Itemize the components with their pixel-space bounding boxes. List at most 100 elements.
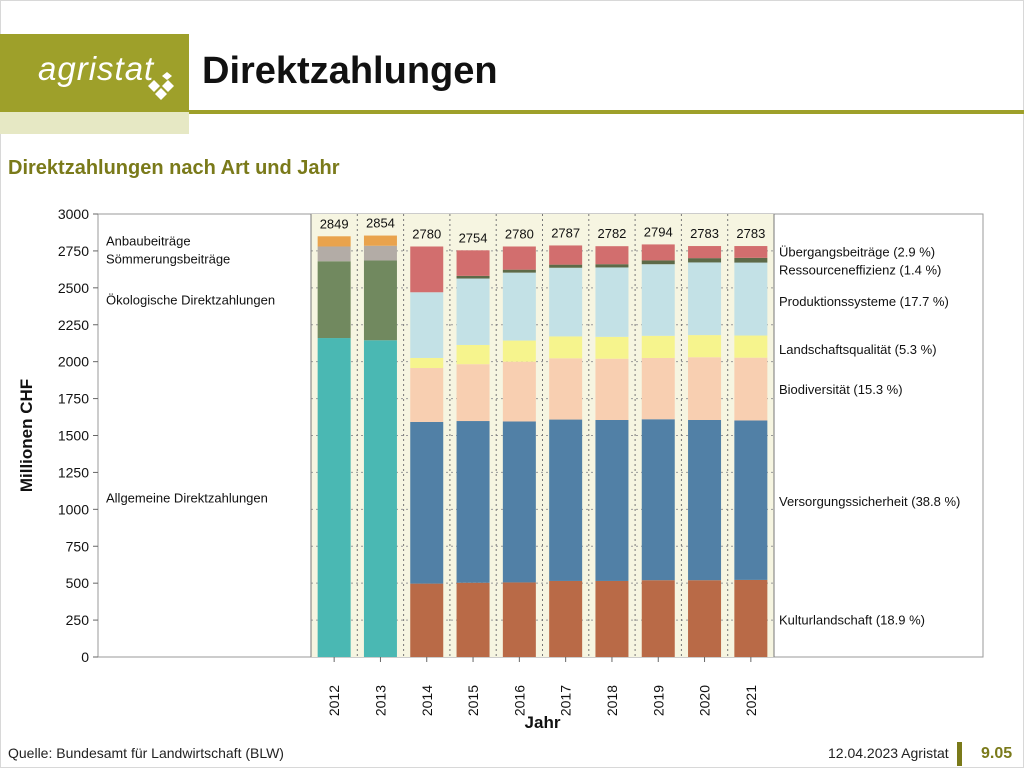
bar-segment — [363, 245, 397, 261]
bar-segment — [363, 235, 397, 246]
x-tick-label: 2017 — [558, 685, 574, 716]
bar-segment — [456, 275, 490, 279]
total-label: 2782 — [597, 226, 626, 241]
bar-segment — [502, 269, 536, 273]
diamond-pattern-icon — [148, 72, 174, 100]
bar-segment — [456, 364, 490, 422]
left-series-label: Allgemeine Direktzahlungen — [106, 491, 268, 506]
bar-segment — [456, 278, 490, 345]
bar-segment — [688, 335, 722, 358]
footer-date: 12.04.2023 Agristat — [828, 745, 949, 761]
bar-segment — [363, 340, 397, 657]
bar-segment — [549, 336, 583, 359]
right-series-label: Übergangsbeiträge (2.9 %) — [779, 245, 935, 260]
right-series-label: Produktionssysteme (17.7 %) — [779, 294, 949, 309]
bar-segment — [502, 582, 536, 657]
y-tick-label: 500 — [66, 575, 90, 591]
right-series-label: Versorgungssicherheit (38.8 %) — [779, 494, 960, 509]
bar-segment — [734, 420, 768, 580]
bar-segment — [595, 264, 629, 268]
bar-segment — [456, 250, 490, 276]
bar-segment — [549, 419, 583, 581]
bar-segment — [688, 258, 722, 263]
page-title: Direktzahlungen — [202, 50, 498, 92]
bar-segment — [410, 368, 444, 422]
y-tick-label: 3000 — [58, 206, 89, 222]
bar-segment — [502, 340, 536, 362]
bar-segment — [641, 357, 675, 420]
x-tick-label: 2014 — [419, 685, 435, 716]
y-tick-label: 250 — [66, 612, 90, 628]
total-label: 2754 — [459, 230, 488, 245]
total-label: 2783 — [736, 226, 765, 241]
chart-subtitle: Direktzahlungen nach Art und Jahr — [8, 157, 340, 179]
title-divider — [189, 110, 1024, 114]
bar-segment — [688, 580, 722, 657]
total-label: 2783 — [690, 226, 719, 241]
total-label: 2787 — [551, 225, 580, 240]
x-tick-label: 2016 — [511, 685, 527, 716]
bar-segment — [641, 244, 675, 261]
bar-segment — [734, 257, 768, 263]
stacked-bar-chart: 0 250 500 750 1000 1250 1500 1750 2000 2250 2500 27… — [17, 206, 984, 732]
footer-divider — [957, 742, 962, 766]
bar-segment — [688, 419, 722, 581]
x-tick-label: 2018 — [604, 685, 620, 716]
x-axis-title: Jahr — [525, 713, 561, 732]
x-tick-label: 2012 — [326, 685, 342, 716]
bar-segment — [641, 335, 675, 358]
y-tick-label: 2500 — [58, 280, 89, 296]
bar-segment — [595, 580, 629, 657]
bar-segment — [502, 421, 536, 583]
right-series-label: Kulturlandschaft (18.9 %) — [779, 612, 925, 627]
bar-segment — [410, 583, 444, 657]
bar-segment — [317, 338, 351, 657]
bar-segment — [734, 262, 768, 336]
bar-segment — [595, 246, 629, 265]
total-label: 2849 — [320, 216, 349, 231]
bar-segment — [502, 361, 536, 422]
bar-segment — [595, 358, 629, 420]
bar-segment — [317, 246, 351, 262]
y-tick-label: 1000 — [58, 501, 89, 517]
x-tick-label: 2015 — [465, 685, 481, 716]
y-axis-title: Millionen CHF — [17, 379, 36, 492]
bar-segment — [595, 419, 629, 581]
y-tick-label: 750 — [66, 538, 90, 554]
bar-segment — [688, 262, 722, 336]
bar-segment — [595, 267, 629, 337]
bar-segment — [410, 246, 444, 293]
bar-segment — [641, 419, 675, 581]
left-series-label: Anbaubeiträge — [106, 234, 191, 249]
bar-segment — [549, 580, 583, 657]
y-tick-label: 2750 — [58, 243, 89, 259]
bar-segment — [410, 357, 444, 369]
bar-segment — [688, 246, 722, 259]
bar-segment — [549, 358, 583, 420]
bar-segment — [456, 421, 490, 583]
y-tick-label: 1750 — [58, 391, 89, 407]
agristat-logo — [0, 34, 189, 112]
bar-segment — [456, 344, 490, 365]
bar-segment — [549, 245, 583, 265]
bar-segment — [456, 582, 490, 657]
bar-segment — [363, 260, 397, 341]
y-tick-label: 1250 — [58, 464, 89, 480]
bar-segment — [317, 236, 351, 247]
y-tick-label: 1500 — [58, 428, 89, 444]
y-tick-label: 0 — [81, 649, 89, 665]
right-series-label: Ressourceneffizienz (1.4 %) — [779, 262, 941, 277]
bar-segment — [549, 267, 583, 337]
bar-segment — [641, 264, 675, 336]
logo-text: agristat — [38, 50, 155, 87]
total-label: 2780 — [505, 226, 534, 241]
y-tick-label: 2250 — [58, 317, 89, 333]
bar-segment — [502, 272, 536, 341]
bar-segment — [549, 264, 583, 268]
right-series-label: Landschaftsqualität (5.3 %) — [779, 342, 937, 357]
source-note: Quelle: Bundesamt für Landwirtschaft (BL… — [8, 745, 284, 761]
bar-segment — [641, 580, 675, 657]
bar-segment — [734, 357, 768, 421]
right-series-label: Biodiversität (15.3 %) — [779, 382, 903, 397]
x-tick-label: 2020 — [697, 685, 713, 716]
